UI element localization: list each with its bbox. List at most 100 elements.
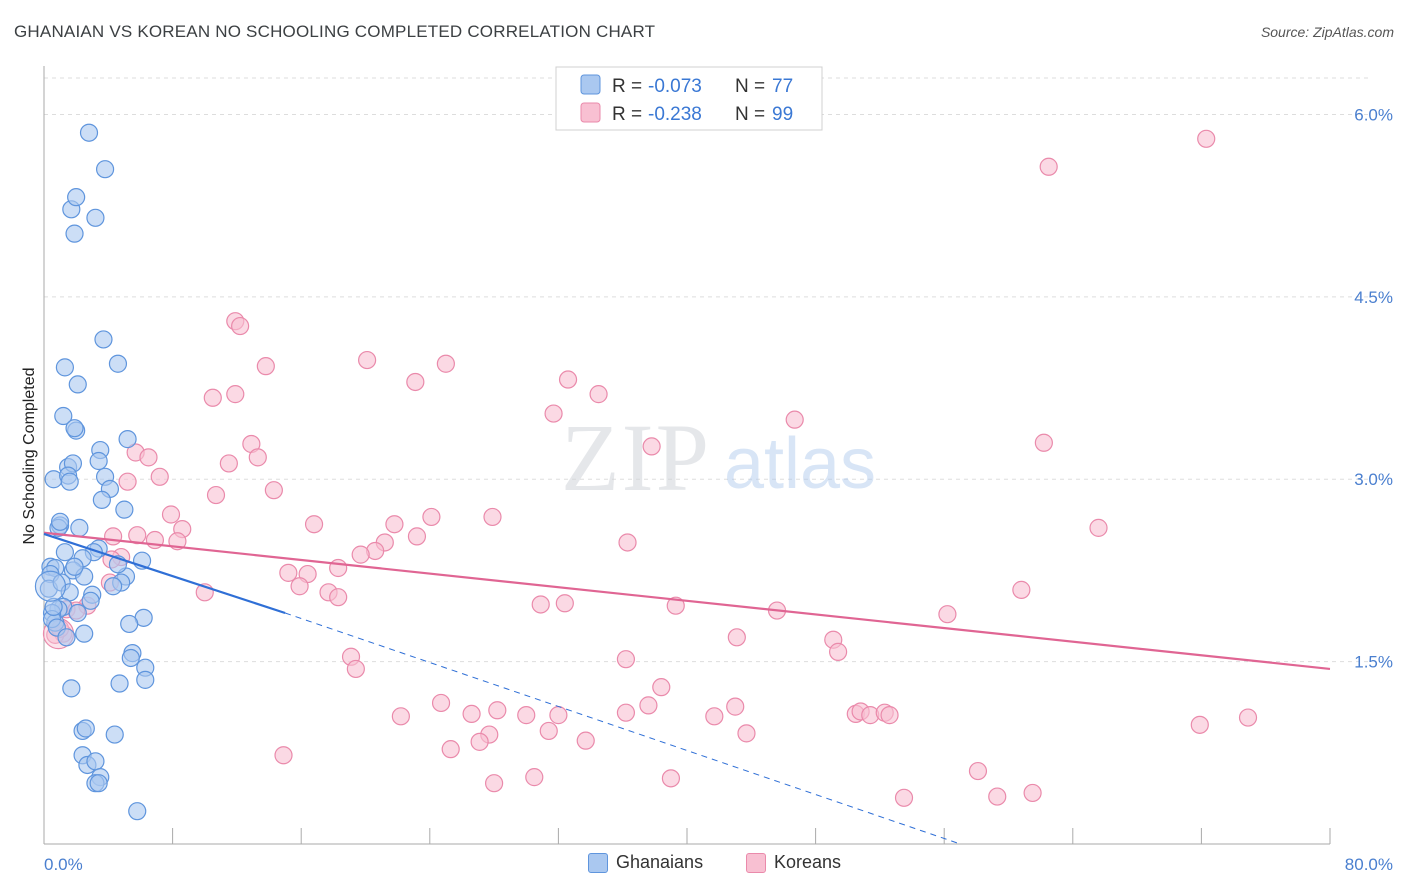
korean-point-84 <box>880 706 899 725</box>
korean-point-32 <box>104 527 123 546</box>
korean-point-94 <box>485 774 504 793</box>
korean-point-1 <box>1039 157 1058 176</box>
ghanaian-point-58 <box>62 679 81 698</box>
ghanaian-point-4 <box>86 208 105 227</box>
korean-point-59 <box>1012 580 1031 599</box>
korean-point-95 <box>525 768 544 787</box>
ghanaian-point-75 <box>44 597 63 617</box>
ghanaian-point-10 <box>54 406 73 426</box>
legend-n-value-koreans: 99 <box>772 104 793 125</box>
korean-point-12 <box>544 404 563 423</box>
x-tick-label-0: 0.0% <box>44 855 83 874</box>
korean-point-42 <box>351 545 370 564</box>
korean-point-29 <box>385 515 404 534</box>
legend-swatch-ghanaians <box>580 74 601 95</box>
legend-r-value-koreans: -0.238 <box>648 104 702 125</box>
korean-point-22 <box>118 472 137 491</box>
korean-point-96 <box>661 769 681 788</box>
korean-point-15 <box>642 437 661 456</box>
legend-n-value-ghanaians: 77 <box>772 76 793 97</box>
ghanaian-point-70 <box>65 557 84 576</box>
ghanaian-point-1 <box>95 160 115 179</box>
ghanaian-point-30 <box>55 543 74 562</box>
korean-point-43 <box>329 558 348 578</box>
korean-point-70 <box>431 693 451 713</box>
ghanaian-trend-extension <box>284 612 961 845</box>
legend-swatch-koreans <box>580 102 601 123</box>
korean-point-89 <box>576 731 595 750</box>
ghanaian-point-27 <box>70 518 89 537</box>
y-tick-label-1: 3.0% <box>1354 470 1393 489</box>
korean-point-56 <box>666 596 685 615</box>
ghanaian-point-67 <box>89 774 108 793</box>
korean-point-65 <box>829 642 848 661</box>
ghanaian-point-12 <box>65 419 84 438</box>
korean-point-3 <box>231 316 250 336</box>
ghanaian-point-61 <box>105 725 124 744</box>
korean-point-8 <box>558 370 578 389</box>
korean-point-100 <box>1023 783 1042 803</box>
korean-point-97 <box>968 761 988 781</box>
korean-point-18 <box>139 448 158 467</box>
ghanaian-point-8 <box>108 354 128 373</box>
korean-point-28 <box>304 515 324 534</box>
ghanaian-point-24 <box>115 500 134 519</box>
source-label: Source: ZipAtlas.com <box>1260 24 1394 40</box>
ghanaian-point-9 <box>55 358 74 377</box>
bottom-legend-koreans[interactable]: Koreans <box>746 852 841 873</box>
ghanaian-point-3 <box>67 188 86 207</box>
korean-point-77 <box>639 696 658 715</box>
korean-point-71 <box>462 704 481 724</box>
korean-point-73 <box>517 706 536 725</box>
watermark-zip: ZIP <box>561 404 711 511</box>
bottom-legend-ghanaians[interactable]: Ghanaians <box>588 852 703 873</box>
bottom-legend-label-ghanaians: Ghanaians <box>616 852 704 872</box>
ghanaian-points <box>34 123 155 821</box>
korean-point-24 <box>206 485 226 505</box>
tick-labels: 1.5% 3.0% 4.5% 6.0% 0.0% 80.0% <box>44 105 1393 874</box>
bottom-legend-swatch-ghanaians <box>588 852 608 873</box>
legend-n-label-ghanaians: N = <box>735 76 765 97</box>
axes <box>43 66 1331 845</box>
korean-point-36 <box>618 533 637 552</box>
ghanaian-point-20 <box>60 472 79 491</box>
korean-point-76 <box>616 703 636 722</box>
korean-point-6 <box>256 357 275 376</box>
korean-point-20 <box>219 454 238 473</box>
ghanaian-point-21 <box>89 451 108 471</box>
korean-point-19 <box>248 448 267 467</box>
bottom-legend: Ghanaians Koreans <box>0 852 1406 878</box>
korean-point-14 <box>1034 433 1053 452</box>
korean-point-13 <box>785 410 804 429</box>
y-tick-label-0: 1.5% <box>1354 653 1393 672</box>
korean-point-48 <box>329 588 348 607</box>
korean-point-0 <box>1197 129 1216 148</box>
legend-r-label-ghanaians: R = <box>612 76 642 97</box>
y-tick-label-3: 6.0% <box>1354 105 1393 124</box>
y-tick-label-2: 4.5% <box>1354 288 1393 307</box>
korean-point-54 <box>531 595 550 614</box>
korean-point-46 <box>290 577 309 596</box>
ghanaian-point-13 <box>118 430 137 449</box>
ghanaian-trend-line <box>43 532 286 615</box>
trend-lines <box>43 531 1331 845</box>
korean-point-98 <box>894 788 914 807</box>
korean-point-63 <box>727 628 746 647</box>
korean-point-78 <box>705 707 724 726</box>
ghanaian-point-60 <box>76 719 95 738</box>
ghanaian-point-57 <box>110 674 129 693</box>
korean-point-74 <box>549 706 568 725</box>
grid-lines <box>44 77 1372 663</box>
bottom-legend-label-koreans: Koreans <box>774 852 842 872</box>
x-tick-label-1: 80.0% <box>1345 855 1393 874</box>
ghanaian-point-7 <box>68 375 87 394</box>
korean-point-72 <box>488 701 507 720</box>
korean-trend-line <box>43 531 1331 671</box>
korean-point-11 <box>226 385 245 404</box>
legend-n-label-koreans: N = <box>735 104 765 125</box>
korean-point-93 <box>274 746 293 765</box>
ghanaian-point-72 <box>68 603 87 623</box>
watermark: ZIP atlas <box>561 404 876 511</box>
correlation-legend: R = -0.073 N = 77 R = -0.238 N = 99 <box>555 66 823 131</box>
